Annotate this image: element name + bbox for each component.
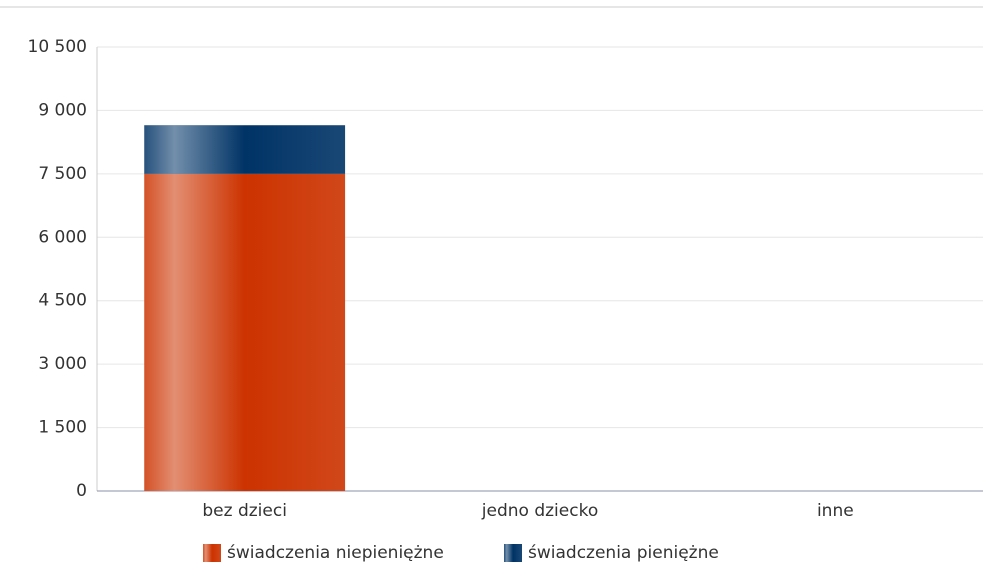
y-tick-label: 1 500: [38, 418, 87, 438]
legend-label: świadczenia pieniężne: [528, 543, 719, 563]
legend-swatch-shine: [203, 544, 221, 562]
legend-label: świadczenia niepieniężne: [227, 543, 444, 563]
y-tick-label: 9 000: [38, 100, 87, 120]
legend-swatch-shine: [504, 544, 522, 562]
bar-shine: [144, 125, 346, 174]
y-tick-label: 6 000: [38, 227, 87, 247]
x-tick-label: bez dzieci: [202, 501, 287, 521]
x-tick-label: inne: [817, 501, 854, 521]
y-tick-label: 3 000: [38, 354, 87, 374]
x-tick-label: jedno dziecko: [481, 501, 598, 521]
bar-shine: [144, 173, 346, 491]
y-tick-label: 0: [76, 481, 87, 501]
y-tick-label: 4 500: [38, 291, 87, 311]
y-tick-label: 7 500: [38, 164, 87, 184]
y-tick-label: 10 500: [28, 37, 87, 57]
